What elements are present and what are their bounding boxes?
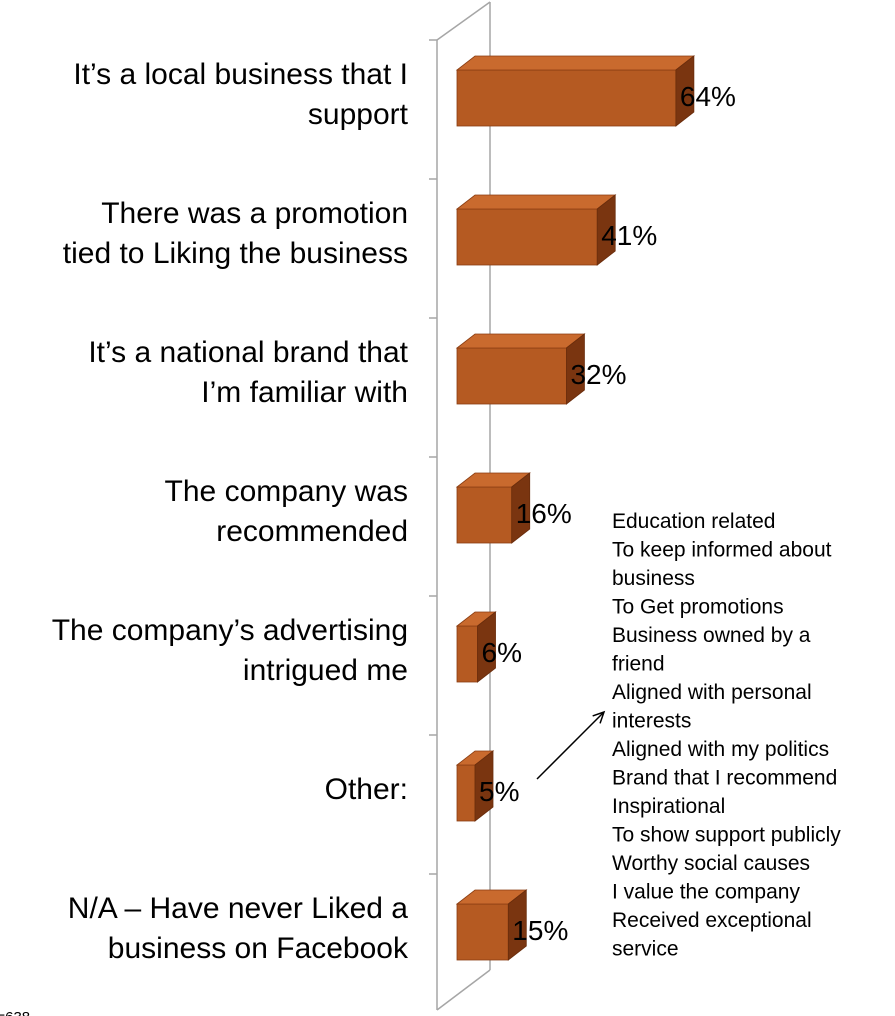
axis-top-edge [436,1,491,41]
category-label: Other: [325,773,408,806]
bar-side [474,750,494,822]
category-label: It’s a local business that I [73,58,408,91]
note-line: business [612,567,695,590]
note-line: Aligned with my politics [612,738,829,761]
bars-layer [455,55,696,961]
bar-side [511,472,531,544]
value-label: 15% [512,915,568,946]
bar-side [596,194,616,266]
note-line: Worthy social causes [612,852,810,875]
bar-top [455,55,696,71]
category-label: The company’s advertising [52,614,408,647]
note-line: friend [612,653,665,676]
axis-bottom-edge [436,969,491,1011]
bar-front [456,347,567,405]
category-label: N/A – Have never Liked a [68,892,409,925]
category-labels: It’s a local business that I support There… [52,58,409,965]
note-line: Received exceptional [612,909,812,932]
category-label: There was a promotion [101,197,408,230]
bar [455,333,586,405]
bar-side [507,889,527,961]
bar-front [456,625,478,683]
note-line: Brand that I recommend [612,767,837,790]
bar-front [456,764,476,822]
bar-side [477,611,496,683]
note-line: Education related [612,510,775,533]
bar [455,472,531,544]
value-labels: 64% 41% 32% 16% 6% 5% 15% [479,81,736,946]
note-line: Aligned with personal [612,681,812,704]
bar-side [675,55,695,127]
annotation-arrow-line [536,711,605,780]
note-line: To keep informed about [612,539,832,562]
footnote-text: n=638 [0,1009,30,1016]
bar [455,750,495,822]
bar [455,55,696,127]
bar-front [456,486,513,544]
note-line: To show support publicly [612,824,841,847]
bar-front [456,69,677,127]
bar-top [455,333,586,349]
value-label: 5% [479,776,519,807]
category-label: tied to Liking the business [63,237,408,270]
value-label: 6% [482,637,522,668]
note-line: Business owned by a [612,624,811,647]
category-label: I’m familiar with [201,376,408,409]
value-label: 64% [680,81,736,112]
category-label: intrigued me [243,654,408,687]
bar-top [455,194,617,210]
category-label: The company was [165,475,408,508]
annotation-arrow-head [592,710,606,724]
note-line: interests [612,710,691,733]
category-label: It’s a national brand that [88,336,408,369]
note-line: service [612,938,679,961]
bar-front [456,208,598,266]
other-responses-note: Education related To keep informed about b… [536,510,841,961]
note-line: Inspirational [612,795,725,818]
note-line: I value the company [612,881,800,904]
category-label: recommended [216,515,408,548]
bar-front [456,903,509,961]
category-label: business on Facebook [108,932,409,965]
category-label: support [308,98,409,131]
value-label: 41% [601,220,657,251]
bar-side [566,333,585,405]
note-line: To Get promotions [612,596,784,619]
bar [455,611,497,683]
value-label: 32% [570,359,626,390]
footnote-layer: n=638 [0,1009,30,1016]
value-label: 16% [516,498,572,529]
bar [455,194,617,266]
bar [455,889,528,961]
